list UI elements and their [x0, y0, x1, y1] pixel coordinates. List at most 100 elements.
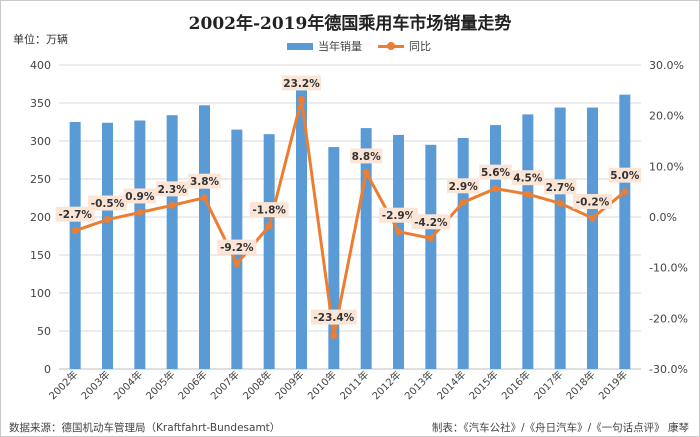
- yoy-point: [298, 95, 305, 103]
- bar: [554, 107, 566, 369]
- data-label-background: [311, 309, 357, 325]
- yoy-point: [556, 199, 564, 207]
- legend-bar-label: 当年销量: [318, 40, 362, 53]
- yoy-point: [168, 201, 176, 209]
- data-label-text: 2.7%: [546, 182, 576, 194]
- yoy-data-label: 3.8%: [188, 173, 221, 189]
- data-label-background: [123, 188, 157, 204]
- y-right-tick-label: 20.0%: [649, 110, 684, 123]
- data-label-background: [55, 206, 95, 222]
- yoy-data-label: -1.8%: [249, 202, 289, 218]
- yoy-point: [459, 198, 467, 206]
- bar: [587, 107, 598, 369]
- yoy-data-label: 2.7%: [543, 179, 577, 195]
- yoy-data-label: -2.7%: [55, 206, 95, 222]
- data-label-text: 3.8%: [190, 176, 220, 188]
- data-label-text: 2.9%: [449, 181, 479, 193]
- yoy-data-label: 5.6%: [479, 164, 512, 180]
- data-label-background: [511, 170, 545, 186]
- yoy-point: [492, 185, 499, 193]
- data-label-text: 5.0%: [610, 170, 640, 182]
- y-right-tick-label: 10.0%: [649, 160, 684, 173]
- yoy-point: [589, 214, 596, 222]
- yoy-data-label: 0.9%: [123, 188, 157, 204]
- bar: [328, 147, 340, 369]
- legend: 当年销量 同比: [287, 38, 431, 54]
- y-left-tick-label: 350: [30, 97, 51, 110]
- chart-title: 2002年-2019年德国乘用车市场销量走势: [188, 14, 512, 34]
- data-label-text: -23.4%: [313, 312, 354, 324]
- data-label-background: [543, 179, 577, 195]
- data-label-background: [282, 75, 321, 91]
- x-tick-label: 2008年: [240, 368, 274, 402]
- data-label-text: -4.2%: [414, 217, 448, 229]
- x-tick-label: 2004年: [111, 368, 145, 402]
- x-tick-label: 2005年: [143, 368, 177, 402]
- data-label-text: 4.5%: [513, 173, 543, 185]
- bar: [360, 128, 372, 369]
- data-label-background: [217, 239, 257, 255]
- bar: [263, 134, 275, 369]
- y-right-tick-label: -10.0%: [649, 262, 688, 275]
- y-right-tick-label: 0.0%: [649, 211, 677, 224]
- bar: [296, 80, 307, 369]
- x-tick-label: 2011年: [337, 368, 371, 402]
- data-label-text: -0.2%: [576, 197, 610, 209]
- legend-line-label: 同比: [409, 40, 431, 53]
- yoy-point: [136, 208, 144, 216]
- bar: [134, 120, 146, 369]
- x-tick-label: 2009年: [272, 368, 306, 402]
- yoy-line: [74, 97, 626, 338]
- bar: [393, 134, 404, 369]
- data-label-text: -0.5%: [91, 198, 125, 210]
- y-right-tick-label: 30.0%: [649, 59, 684, 72]
- data-label-text: 5.6%: [481, 167, 511, 179]
- legend-item-bar: 当年销量: [287, 38, 362, 54]
- yoy-point: [362, 168, 370, 176]
- bar: [69, 122, 81, 369]
- y-right-tick-label: -20.0%: [649, 312, 688, 325]
- bar: [199, 105, 210, 369]
- data-label-background: [349, 148, 383, 164]
- credit-note: 制表：《汽车公社》/《舟日汽车》/《一句话点评》 康琴: [431, 422, 689, 434]
- yoy-data-label: 2.3%: [155, 181, 189, 197]
- y-left-tick-label: 50: [37, 325, 51, 338]
- yoy-data-label: 8.8%: [349, 148, 383, 164]
- data-label-text: 23.2%: [283, 78, 320, 90]
- data-label-background: [608, 167, 642, 183]
- bar: [166, 115, 178, 369]
- data-label-text: -1.8%: [252, 205, 286, 217]
- data-label-text: 2.3%: [158, 184, 188, 196]
- yoy-point: [71, 227, 79, 235]
- yoy-point: [395, 228, 402, 236]
- data-label-background: [249, 202, 289, 218]
- source-note: 数据来源：德国机动车管理局（Kraftfahrt-Bundesamt）: [9, 422, 281, 434]
- y-left-tick-label: 300: [30, 135, 51, 148]
- data-label-text: -2.9%: [382, 210, 416, 222]
- x-tick-label: 2013年: [402, 368, 436, 402]
- unit-label: 单位：万辆: [13, 33, 68, 46]
- yoy-point: [233, 260, 241, 268]
- yoy-data-label: 5.0%: [608, 167, 642, 183]
- data-label-text: -2.7%: [58, 209, 92, 221]
- x-tick-label: 2017年: [531, 368, 565, 402]
- data-label-text: 8.8%: [352, 151, 382, 163]
- bar: [425, 144, 437, 369]
- bar: [490, 125, 501, 369]
- x-tick-label: 2002年: [46, 368, 80, 402]
- x-tick-label: 2012年: [369, 368, 403, 402]
- yoy-data-label: -23.4%: [311, 309, 357, 325]
- yoy-data-label: 4.5%: [511, 170, 545, 186]
- yoy-data-label: -9.2%: [217, 239, 257, 255]
- data-label-background: [155, 181, 189, 197]
- yoy-point: [330, 332, 338, 340]
- yoy-data-label: -2.9%: [379, 207, 418, 223]
- y-left-tick-label: 0: [44, 363, 51, 376]
- yoy-data-label: -0.5%: [88, 195, 127, 211]
- data-label-background: [573, 194, 612, 210]
- data-label-background: [188, 173, 221, 189]
- yoy-point: [524, 190, 532, 198]
- y-left-tick-label: 100: [30, 287, 51, 300]
- yoy-point: [104, 216, 111, 224]
